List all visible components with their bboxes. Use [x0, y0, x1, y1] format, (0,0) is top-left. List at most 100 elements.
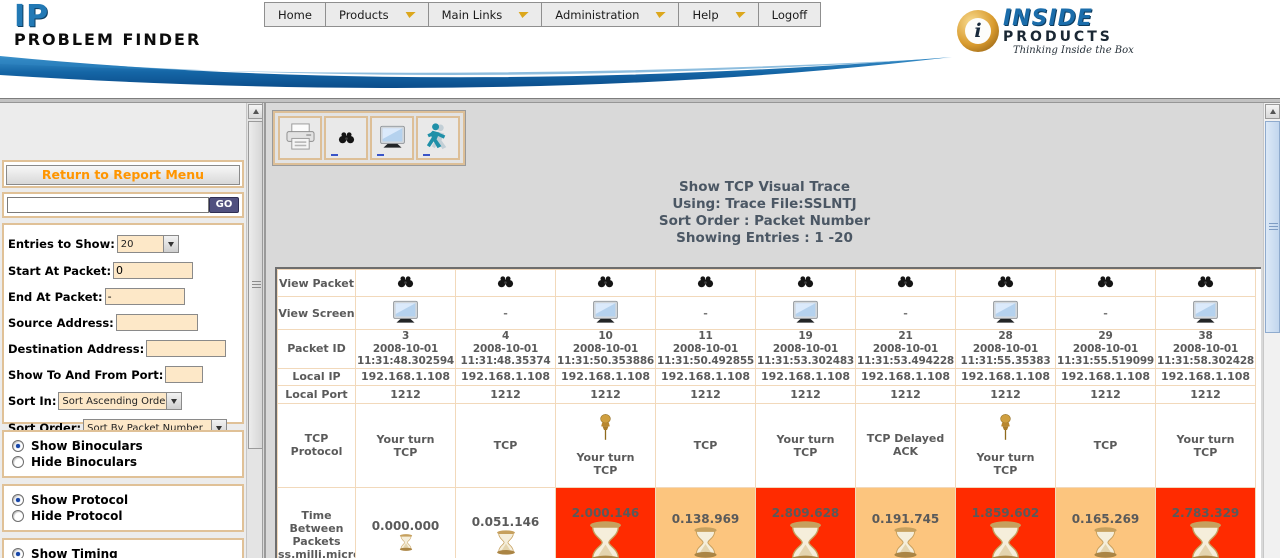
end-at-packet-input[interactable]: [104, 288, 185, 305]
scroll-up-arrow-icon[interactable]: [1265, 104, 1280, 119]
nav-item-main-links[interactable]: Main Links: [429, 3, 543, 26]
view-screen-cell[interactable]: [955, 296, 1056, 330]
binoculars-icon[interactable]: [897, 276, 914, 291]
search-input[interactable]: [7, 197, 209, 213]
show-timing-radio[interactable]: [12, 548, 24, 558]
local-port-cell: 1212: [455, 384, 556, 404]
protocol-text: TCP: [693, 438, 718, 452]
binoculars-icon[interactable]: [1197, 276, 1214, 291]
tcp-protocol-cell: TCP: [1055, 402, 1156, 488]
sort-in-select[interactable]: Sort Ascending Order: [58, 392, 183, 410]
brand-tagline: Thinking Inside the Box: [1013, 45, 1134, 56]
printer-tool-button[interactable]: [278, 116, 322, 160]
monitor-icon[interactable]: [592, 300, 619, 326]
view-screen-cell[interactable]: [755, 296, 856, 330]
destination-address-input[interactable]: [146, 340, 227, 357]
view-packet-cell[interactable]: [455, 269, 556, 297]
nav-item-logoff[interactable]: Logoff: [759, 3, 821, 26]
binoculars-icon[interactable]: [397, 276, 414, 291]
packet-id-line: 28: [998, 330, 1013, 342]
tcp-protocol-cell: TCP Delayed ACK: [855, 402, 956, 488]
local-ip-cell: 192.168.1.108: [855, 367, 956, 386]
binoculars-icon[interactable]: [997, 276, 1014, 291]
nav-item-help[interactable]: Help: [679, 3, 759, 26]
field-label: Destination Address:: [8, 341, 145, 356]
local-port-cell: 1212: [355, 384, 456, 404]
trace-table: View Packet View Screen - - - - Packet ID 3 2008…: [277, 269, 1256, 558]
binoculars-icon[interactable]: [497, 276, 514, 291]
hide-binoculars-radio[interactable]: [12, 456, 24, 468]
show-binoculars-radio[interactable]: [12, 440, 24, 452]
logo-ip-text: IP: [14, 0, 50, 34]
table-row: Local Port 1212 1212 1212 1212 1212 1212 1212 12…: [277, 384, 1256, 404]
monitor-icon[interactable]: [992, 300, 1019, 326]
view-screen-cell[interactable]: [555, 296, 656, 330]
view-packet-cell[interactable]: [355, 269, 456, 297]
ip-problem-finder-logo: IP PROBLEM FINDER: [14, 2, 201, 48]
local-ip-cell: 192.168.1.108: [955, 367, 1056, 386]
view-screen-cell[interactable]: [355, 296, 456, 330]
page-scrollbar[interactable]: [1263, 103, 1280, 558]
runner-tool-button[interactable]: [416, 116, 460, 160]
hourglass-icon: [988, 521, 1023, 558]
view-screen-cell[interactable]: [1155, 296, 1256, 330]
radio-group-show-protocol: Show Protocol Hide Protocol: [2, 484, 244, 532]
packet-id-line: 2008-10-01: [972, 342, 1039, 355]
select-dropdown-button[interactable]: [166, 393, 182, 409]
printer-icon: [284, 122, 317, 155]
nav-item-home[interactable]: Home: [265, 3, 326, 26]
time-between-value: 2.809.628: [771, 506, 840, 520]
view-packet-cell[interactable]: [1055, 269, 1156, 297]
binoculars-icon[interactable]: [797, 276, 814, 291]
view-packet-cell[interactable]: [855, 269, 956, 297]
report-title: Show TCP Visual Trace Using: Trace File:S…: [266, 179, 1263, 247]
entries-to-show-select[interactable]: 20: [116, 235, 179, 253]
return-to-report-menu-button[interactable]: Return to Report Menu: [6, 164, 240, 185]
view-packet-cell[interactable]: [755, 269, 856, 297]
binoculars-icon[interactable]: [1097, 276, 1114, 291]
source-address-input[interactable]: [115, 314, 198, 331]
page-scrollbar-thumb[interactable]: [1265, 121, 1280, 333]
protocol-text: Your turn TCP: [776, 433, 835, 459]
start-at-packet-input[interactable]: [113, 262, 194, 279]
show-protocol-radio[interactable]: [12, 494, 24, 506]
view-screen-cell: -: [655, 296, 756, 330]
select-dropdown-button[interactable]: [162, 236, 178, 252]
monitor-icon[interactable]: [1192, 300, 1219, 326]
monitor-icon[interactable]: [792, 300, 819, 326]
local-port-cell: 1212: [755, 384, 856, 404]
binoculars-icon[interactable]: [697, 276, 714, 291]
protocol-text: TCP Delayed ACK: [866, 432, 945, 458]
go-button[interactable]: GO: [209, 197, 239, 213]
report-parameters-sidebar: Return to Report Menu GO Entries to Show…: [0, 103, 246, 558]
sidebar-scrollbar[interactable]: [246, 103, 263, 558]
scroll-up-arrow-icon[interactable]: [248, 104, 263, 119]
time-between-cell: 0.191.745: [855, 486, 956, 558]
protocol-text: Your turn TCP: [1176, 433, 1235, 459]
time-between-cell: 0.051.146: [455, 486, 556, 558]
nav-item-administration[interactable]: Administration: [542, 3, 680, 26]
tcp-protocol-cell: TCP: [655, 402, 756, 488]
view-packet-cell[interactable]: [955, 269, 1056, 297]
binoculars-icon[interactable]: [597, 276, 614, 291]
local-ip-cell: 192.168.1.108: [1155, 367, 1256, 386]
show-to-and-from-port-input[interactable]: [165, 366, 204, 383]
packet-id-cell: 21 2008-10-01 11:31:53.494228: [855, 329, 956, 369]
monitor-tool-button[interactable]: [370, 116, 414, 160]
view-packet-cell[interactable]: [1155, 269, 1256, 297]
sidebar-scrollbar-thumb[interactable]: [248, 121, 263, 449]
binoculars-tool-button[interactable]: [324, 116, 368, 160]
tcp-protocol-cell: Your turn TCP: [355, 402, 456, 488]
protocol-text: TCP: [493, 438, 518, 452]
table-row: Packet ID 3 2008-10-01 11:31:48.302594 4 2008…: [277, 329, 1256, 369]
chevron-down-icon: [216, 425, 223, 431]
field-row-show-to-and-from-port: Show To And From Port:: [8, 366, 238, 383]
row-label-time: Time Between Packets ss.milli.micro: [277, 486, 356, 558]
view-packet-cell[interactable]: [655, 269, 756, 297]
nav-item-products[interactable]: Products: [326, 3, 429, 26]
monitor-icon[interactable]: [392, 300, 419, 326]
field-label: Entries to Show:: [8, 237, 115, 251]
local-port-cell: 1212: [855, 384, 956, 404]
hide-protocol-radio[interactable]: [12, 510, 24, 522]
view-packet-cell[interactable]: [555, 269, 656, 297]
